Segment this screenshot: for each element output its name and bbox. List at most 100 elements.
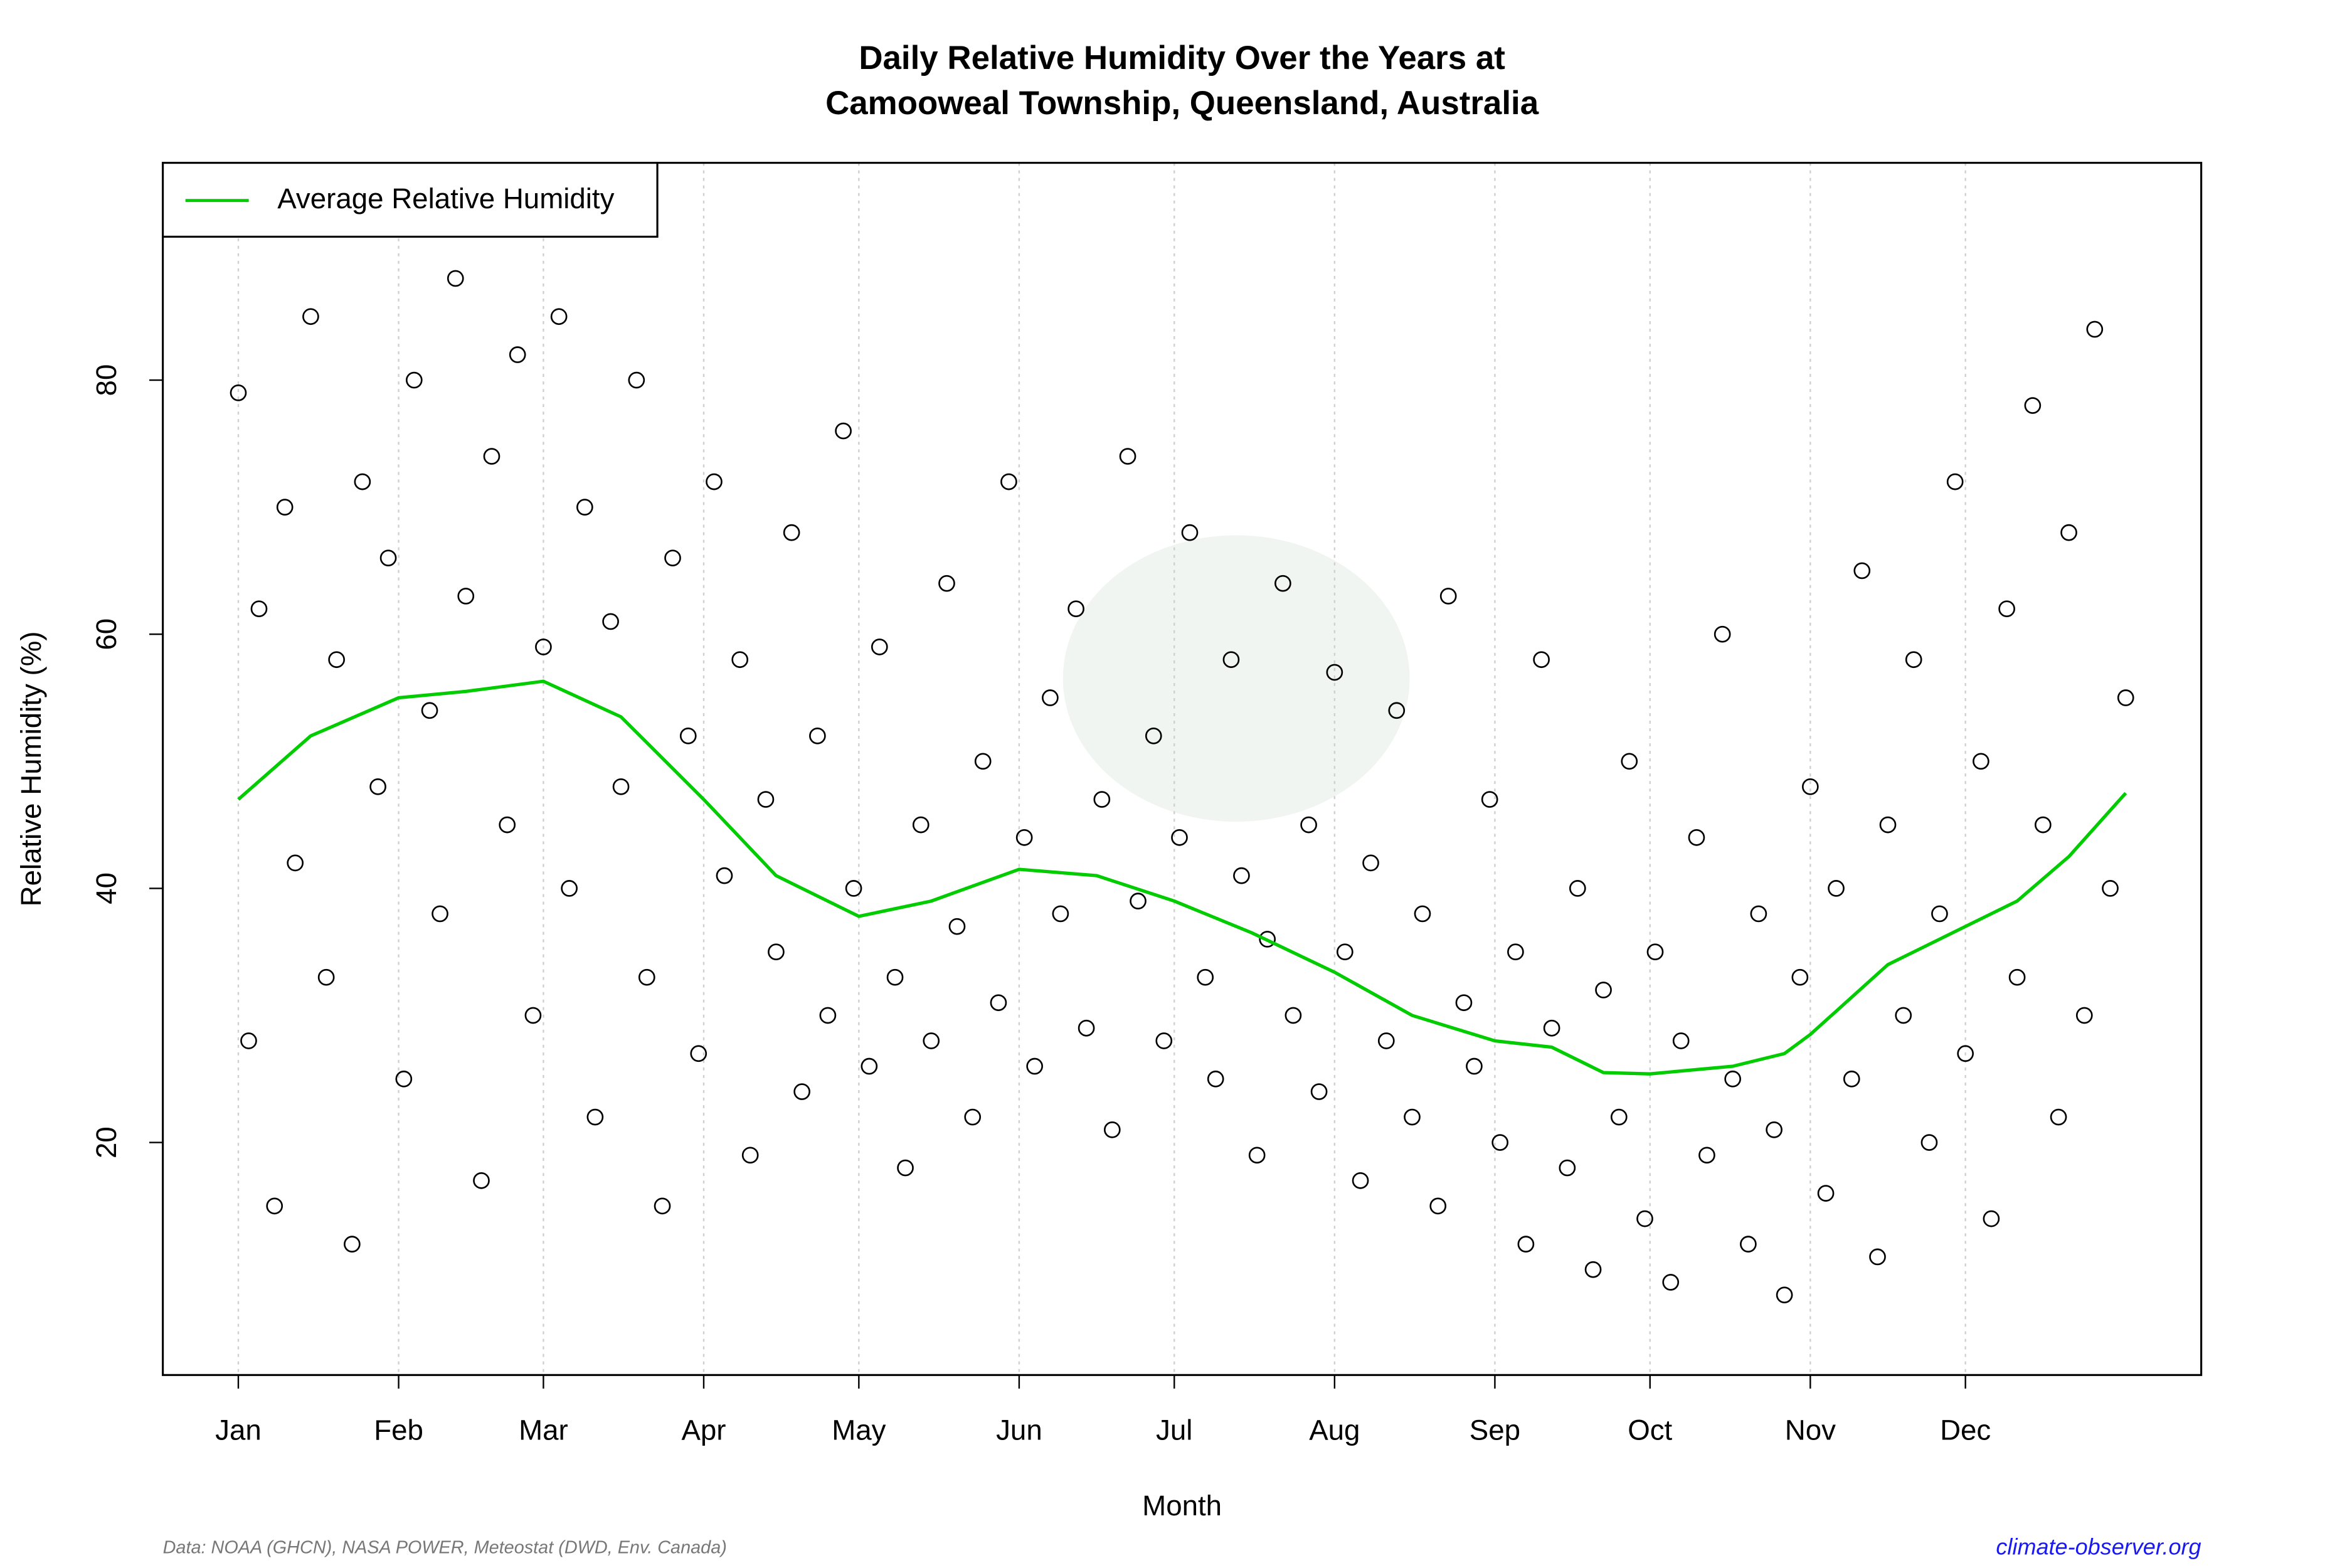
point (923, 1032, 940, 1049)
point (1801, 778, 1819, 795)
point (974, 753, 992, 770)
point (1724, 1070, 1742, 1088)
point (1026, 1057, 1043, 1075)
point (1957, 1045, 1974, 1062)
source-note: Data: NOAA (GHCN), NASA POWER, Meteostat… (163, 1537, 727, 1557)
point (1843, 1070, 1860, 1088)
point (509, 346, 526, 363)
legend: Average Relative Humidity (162, 162, 659, 238)
point (328, 651, 345, 669)
point (1646, 943, 1664, 961)
point (1584, 1261, 1602, 1278)
x-tick-label: Sep (1470, 1414, 1520, 1446)
point (1869, 1248, 1886, 1266)
chart-title: Daily Relative Humidity Over the Years a… (859, 40, 1505, 77)
point (690, 1045, 707, 1062)
point (871, 638, 888, 655)
point (706, 473, 723, 490)
x-tick-label: Jan (215, 1414, 262, 1446)
point (1533, 651, 1550, 669)
point (1740, 1236, 1757, 1253)
point (938, 575, 955, 592)
point (1414, 905, 1431, 923)
point (1481, 791, 1498, 808)
point (266, 1197, 283, 1215)
point (716, 867, 733, 884)
point (250, 600, 268, 618)
point (1352, 1172, 1369, 1189)
point (1155, 1032, 1173, 1049)
x-tick-label: Feb (374, 1414, 423, 1446)
y-tick-label: 80 (90, 364, 122, 396)
point (550, 308, 568, 326)
point (1455, 994, 1473, 1012)
point (1466, 1057, 1483, 1075)
point (1248, 1147, 1266, 1164)
point (1714, 625, 1731, 643)
point (886, 968, 904, 986)
point (1698, 1147, 1715, 1164)
point (793, 1083, 810, 1100)
point (1595, 982, 1612, 999)
point (1052, 905, 1069, 923)
point (379, 549, 397, 567)
x-tick-label: Oct (1628, 1414, 1672, 1446)
y-axis-label: Relative Humidity (%) (15, 632, 47, 907)
points (230, 270, 2134, 1304)
point (1559, 1159, 1576, 1177)
x-tick-label: May (832, 1414, 886, 1446)
point (768, 943, 785, 961)
x-tick-label: Nov (1785, 1414, 1836, 1446)
point (612, 778, 630, 795)
site-link[interactable]: climate-observer.org (1996, 1534, 2201, 1559)
x-tick-label: Jun (996, 1414, 1042, 1446)
point (1197, 968, 1214, 986)
point (1621, 753, 1638, 770)
point (2034, 816, 2052, 834)
point (1895, 1007, 1912, 1024)
x-tick-label: Jul (1156, 1414, 1192, 1446)
point (499, 816, 516, 834)
legend-label: Average Relative Humidity (277, 183, 614, 215)
point (2102, 880, 2119, 897)
point (1636, 1210, 1653, 1227)
point (405, 371, 423, 389)
point (1931, 905, 1948, 923)
point (809, 727, 826, 744)
point (1388, 702, 1406, 719)
point (1130, 893, 1147, 909)
point (276, 499, 294, 516)
point (2060, 524, 2077, 541)
point (1569, 880, 1586, 897)
point (1672, 1032, 1690, 1049)
point (1362, 854, 1379, 872)
point (819, 1007, 837, 1024)
point (679, 727, 697, 744)
point (1233, 867, 1250, 884)
point (240, 1032, 257, 1049)
point (1119, 448, 1136, 465)
point (990, 994, 1007, 1012)
point (1920, 1134, 1938, 1151)
point (1181, 524, 1199, 541)
point (1429, 1197, 1447, 1215)
x-tick-label: Apr (681, 1414, 726, 1446)
point (1377, 1032, 1395, 1049)
point (421, 702, 438, 719)
point (1259, 931, 1276, 948)
point (576, 499, 593, 516)
y-tick-label: 40 (90, 872, 122, 904)
point (628, 371, 645, 389)
point (1067, 600, 1084, 618)
point (447, 270, 464, 287)
point (1507, 943, 1524, 961)
point (586, 1108, 604, 1126)
point (964, 1108, 982, 1126)
point (457, 588, 475, 605)
point (602, 613, 619, 630)
point (1222, 651, 1240, 669)
point (1491, 1134, 1508, 1151)
point (1853, 562, 1871, 580)
point (1439, 588, 1457, 605)
point (664, 549, 681, 567)
